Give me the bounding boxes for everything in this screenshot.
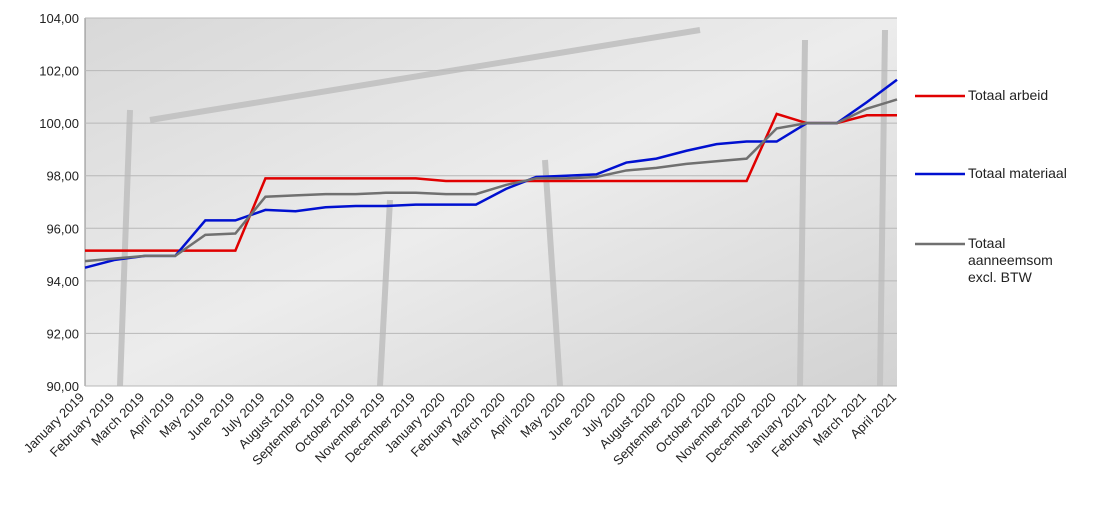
series-line bbox=[84, 78, 898, 269]
y-tick-label: 94,00 bbox=[46, 274, 79, 289]
series-line bbox=[84, 98, 898, 263]
y-tick-label: 104,00 bbox=[39, 11, 79, 26]
y-tick-label: 96,00 bbox=[46, 221, 79, 236]
legend-label: Totaal materiaal bbox=[968, 165, 1067, 181]
series-line bbox=[85, 112, 897, 252]
y-tick-label: 100,00 bbox=[39, 116, 79, 131]
y-tick-label: 98,00 bbox=[46, 169, 79, 184]
y-tick-label: 90,00 bbox=[46, 379, 79, 394]
y-tick-label: 92,00 bbox=[46, 326, 79, 341]
plot-background bbox=[85, 18, 897, 386]
y-tick-label: 102,00 bbox=[39, 64, 79, 79]
background-decoration bbox=[117, 27, 888, 387]
legend-label: Totaal arbeid bbox=[968, 87, 1049, 103]
legend-label: Totaal aanneemsom excl. BTW bbox=[968, 235, 1053, 285]
